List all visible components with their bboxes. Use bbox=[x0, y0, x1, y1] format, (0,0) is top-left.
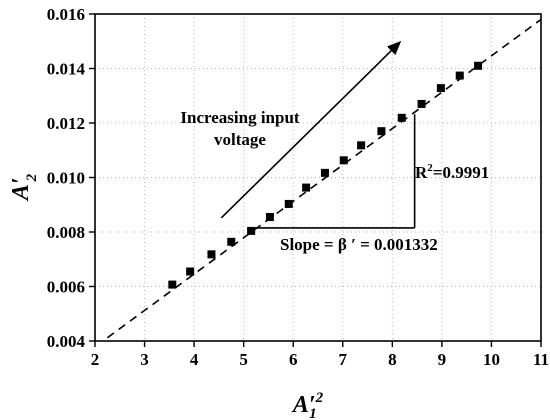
arrow-layer bbox=[220, 40, 402, 219]
x-tick-label: 8 bbox=[388, 350, 397, 369]
x-tick-label: 7 bbox=[339, 350, 348, 369]
data-point bbox=[284, 199, 293, 208]
y-tick-label: 0.004 bbox=[47, 332, 86, 351]
data-point bbox=[339, 156, 348, 165]
y-axis-title-group: A′2 bbox=[8, 173, 40, 202]
slope-label: Slope = β ′ = 0.001332 bbox=[280, 235, 438, 254]
y-axis-title-main: A bbox=[8, 184, 34, 202]
y-tick-label: 0.008 bbox=[47, 223, 85, 242]
data-points bbox=[168, 61, 483, 289]
increasing-voltage-arrow bbox=[220, 40, 402, 219]
fit-line-layer bbox=[106, 18, 542, 339]
data-point bbox=[320, 168, 329, 177]
data-point bbox=[455, 71, 464, 80]
fit-line bbox=[106, 18, 542, 339]
x-tick-label: 2 bbox=[91, 350, 100, 369]
y-tick-label: 0.012 bbox=[47, 114, 85, 133]
x-tick-label: 9 bbox=[438, 350, 447, 369]
x-tick-label: 11 bbox=[533, 350, 549, 369]
y-tick-label: 0.016 bbox=[47, 5, 85, 24]
data-point bbox=[436, 84, 445, 93]
x-tick-label: 6 bbox=[289, 350, 298, 369]
x-axis-title-sup: 2 bbox=[315, 390, 324, 406]
y-tick-label: 0.006 bbox=[47, 278, 85, 297]
data-point bbox=[265, 213, 274, 222]
x-axis-title: A′2 1 bbox=[291, 390, 324, 420]
arrow-label-line-1: Increasing input bbox=[180, 108, 300, 127]
x-axis-title-sub: 1 bbox=[309, 406, 317, 420]
r-squared-value: =0.9991 bbox=[433, 163, 489, 182]
y-axis-title-prime: ′ bbox=[8, 177, 34, 184]
x-tick-label: 3 bbox=[140, 350, 149, 369]
data-point bbox=[168, 280, 177, 289]
gridlines bbox=[95, 14, 541, 341]
data-point bbox=[417, 99, 426, 108]
r-squared-sup: 2 bbox=[427, 162, 433, 174]
data-point bbox=[397, 113, 406, 122]
y-axis-title-sub: 2 bbox=[24, 173, 40, 182]
axis-ticks bbox=[89, 13, 542, 347]
data-point bbox=[302, 183, 311, 192]
y-axis-title: A′2 bbox=[8, 173, 40, 202]
y-tick-labels: 0.004 0.006 0.008 0.010 0.012 0.014 0.016 bbox=[47, 5, 86, 351]
data-point bbox=[247, 226, 256, 235]
data-point bbox=[357, 141, 366, 150]
y-tick-label: 0.014 bbox=[47, 60, 86, 79]
data-point bbox=[474, 61, 483, 70]
data-point bbox=[207, 250, 216, 259]
x-tick-label: 4 bbox=[190, 350, 199, 369]
arrow-label-line-2: voltage bbox=[214, 130, 266, 149]
x-tick-label: 5 bbox=[239, 350, 248, 369]
x-axis-title-main: A bbox=[291, 392, 309, 418]
x-tick-label: 10 bbox=[483, 350, 500, 369]
x-tick-labels: 2 3 4 5 6 7 8 9 10 11 bbox=[91, 350, 549, 369]
slope-triangle bbox=[253, 114, 416, 229]
data-point bbox=[377, 127, 386, 136]
data-point bbox=[227, 237, 236, 246]
data-point bbox=[186, 267, 195, 276]
x-axis-title-prime: ′ bbox=[309, 392, 316, 418]
y-tick-label: 0.010 bbox=[47, 169, 85, 188]
r-squared-label: R2=0.9991 bbox=[415, 162, 489, 182]
r-squared-prefix: R bbox=[415, 163, 428, 182]
